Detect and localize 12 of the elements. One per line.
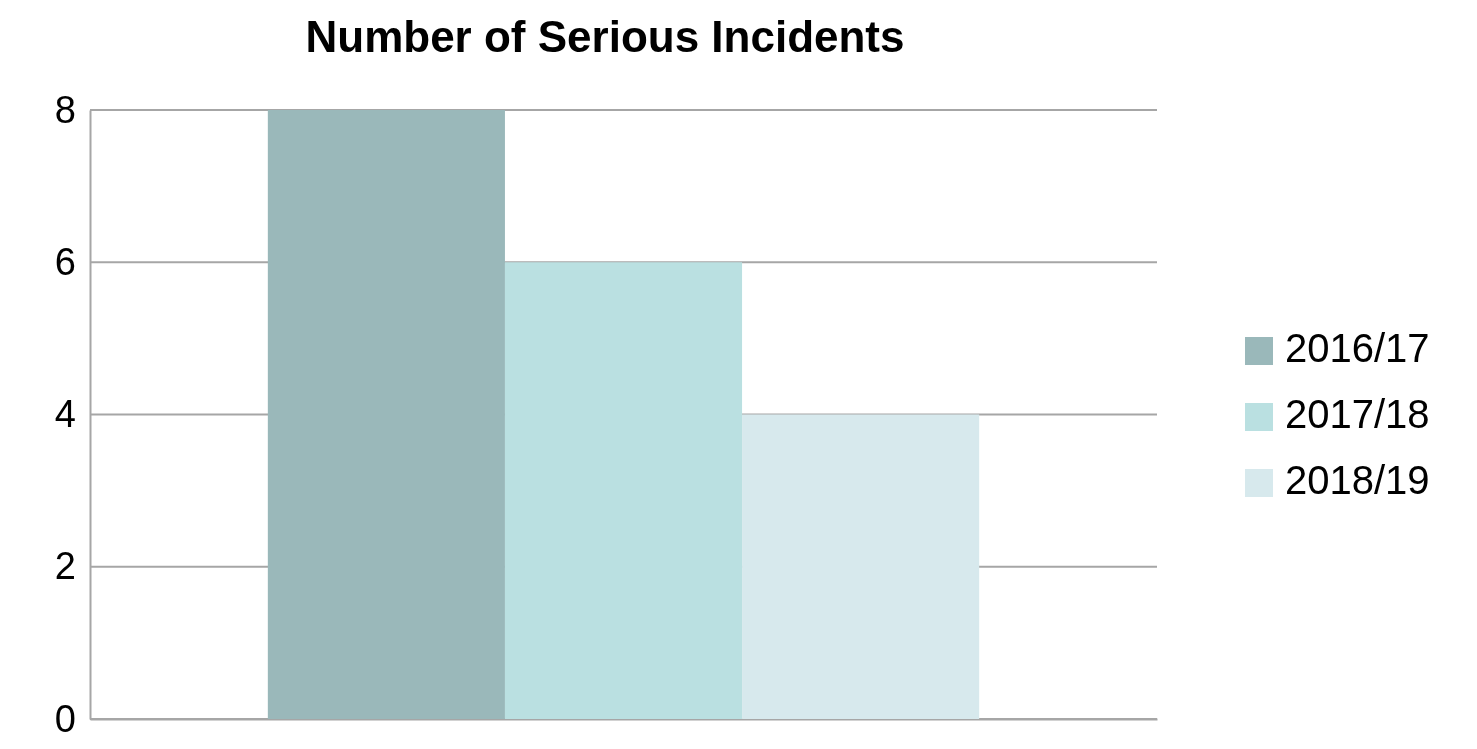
legend-label: 2016/17 (1285, 325, 1430, 370)
y-tick-label: 4 (54, 393, 76, 436)
y-tick-label: 2 (54, 545, 76, 588)
y-tick-label: 6 (54, 240, 76, 283)
bar (742, 414, 980, 719)
legend-label: 2017/18 (1285, 391, 1430, 436)
bar (504, 262, 743, 719)
chart-title: Number of Serious Incidents (305, 12, 905, 61)
y-tick-label: 0 (54, 697, 76, 740)
legend-label: 2018/19 (1285, 457, 1430, 502)
bar (267, 110, 505, 719)
y-tick-label: 8 (54, 88, 76, 131)
